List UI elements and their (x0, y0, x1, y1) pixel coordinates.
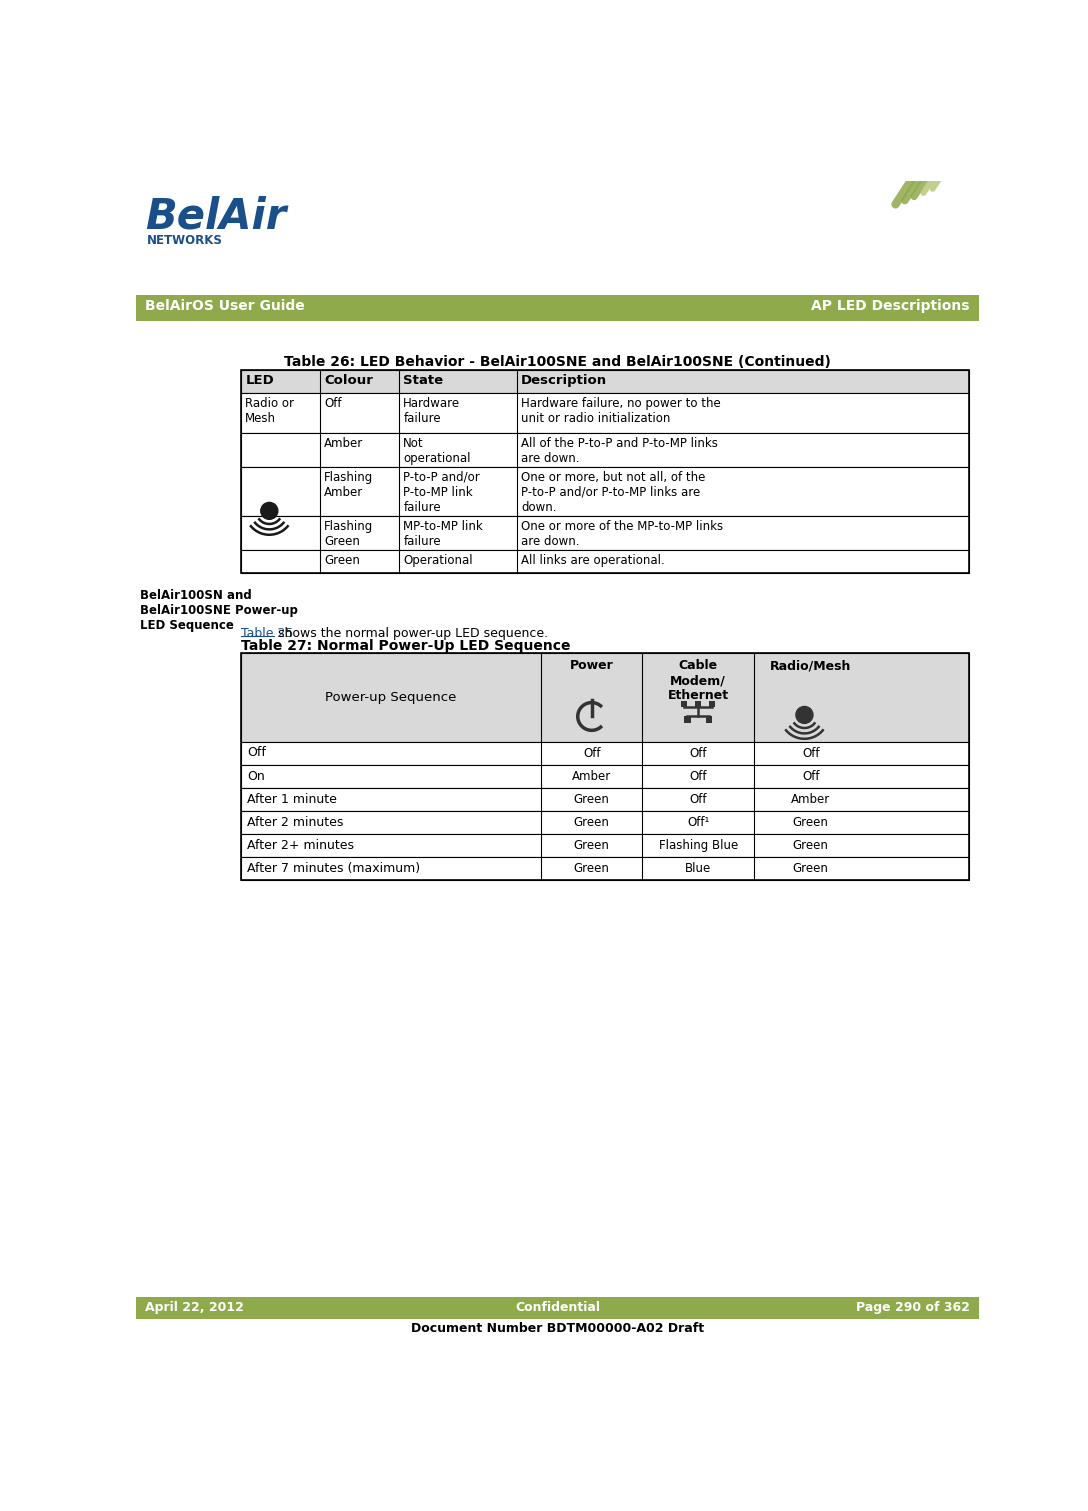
Text: One or more, but not all, of the
P-to-P and/or P-to-MP links are
down.: One or more, but not all, of the P-to-P … (521, 471, 705, 514)
Text: Document Number BDTM00000-A02 Draft: Document Number BDTM00000-A02 Draft (411, 1322, 704, 1334)
Text: Green: Green (573, 839, 609, 852)
Text: Operational: Operational (404, 555, 473, 567)
Text: Flashing
Green: Flashing Green (324, 520, 373, 548)
Text: NETWORKS: NETWORKS (147, 234, 223, 246)
Bar (240, 550, 969, 573)
Bar (240, 517, 969, 550)
Bar (681, 701, 688, 707)
Text: After 2+ minutes: After 2+ minutes (247, 839, 354, 852)
Text: State: State (404, 373, 444, 387)
Text: Flashing Blue: Flashing Blue (658, 839, 738, 852)
Text: Off: Off (690, 746, 707, 760)
Text: Table 26: LED Behavior - BelAir100SNE and BelAir100SNE (Continued): Table 26: LED Behavior - BelAir100SNE an… (284, 355, 831, 369)
Text: BelAir: BelAir (146, 195, 286, 237)
Bar (240, 789, 969, 811)
Bar (240, 434, 969, 467)
Text: Colour: Colour (324, 373, 373, 387)
Text: Off: Off (247, 746, 265, 760)
Text: Green: Green (573, 816, 609, 830)
Text: Green: Green (324, 555, 360, 567)
Bar (240, 742, 969, 765)
Text: Green: Green (793, 839, 829, 852)
Text: Flashing
Amber: Flashing Amber (324, 471, 373, 499)
Bar (240, 811, 969, 834)
Text: Power: Power (570, 659, 614, 672)
Text: Off: Off (802, 746, 819, 760)
Text: Table 27: Normal Power-Up LED Sequence: Table 27: Normal Power-Up LED Sequence (240, 639, 570, 653)
Bar (240, 393, 969, 434)
Text: After 2 minutes: After 2 minutes (247, 816, 343, 830)
Bar (136, 1296, 979, 1319)
Text: April 22, 2012: April 22, 2012 (146, 1301, 244, 1315)
Text: Radio/Mesh: Radio/Mesh (770, 659, 851, 672)
Text: MP-to-MP link
failure: MP-to-MP link failure (404, 520, 483, 548)
Bar (706, 716, 713, 722)
Circle shape (261, 503, 277, 520)
Text: Cable
Modem/
Ethernet: Cable Modem/ Ethernet (668, 659, 729, 703)
Text: One or more of the MP-to-MP links
are down.: One or more of the MP-to-MP links are do… (521, 520, 724, 548)
Text: After 1 minute: After 1 minute (247, 793, 336, 805)
Text: Green: Green (573, 793, 609, 807)
Bar (240, 765, 969, 789)
Text: AP LED Descriptions: AP LED Descriptions (812, 299, 969, 313)
Text: Amber: Amber (572, 771, 611, 783)
Bar (136, 295, 979, 322)
Text: Amber: Amber (324, 437, 363, 450)
Text: LED: LED (245, 373, 274, 387)
Text: Power-up Sequence: Power-up Sequence (325, 691, 457, 704)
Text: shows the normal power-up LED sequence.: shows the normal power-up LED sequence. (274, 627, 548, 641)
Text: Blue: Blue (685, 863, 712, 875)
Text: Description: Description (521, 373, 607, 387)
Text: All of the P-to-P and P-to-MP links
are down.: All of the P-to-P and P-to-MP links are … (521, 437, 718, 465)
Text: Green: Green (793, 863, 829, 875)
Text: BelAir100SN and
BelAir100SNE Power-up
LED Sequence: BelAir100SN and BelAir100SNE Power-up LE… (140, 589, 298, 632)
Bar (240, 370, 969, 573)
Text: Amber: Amber (791, 793, 830, 807)
Text: Green: Green (573, 863, 609, 875)
Text: BelAirOS User Guide: BelAirOS User Guide (146, 299, 305, 313)
Bar (240, 653, 969, 881)
Bar (240, 857, 969, 881)
Bar (709, 701, 715, 707)
Text: Off: Off (583, 746, 601, 760)
Text: P-to-P and/or
P-to-MP link
failure: P-to-P and/or P-to-MP link failure (404, 471, 480, 514)
Text: Off¹: Off¹ (688, 816, 709, 830)
Text: Page 290 of 362: Page 290 of 362 (856, 1301, 969, 1315)
Bar (240, 467, 969, 517)
Text: Radio or
Mesh: Radio or Mesh (245, 397, 294, 425)
Text: Table 25: Table 25 (240, 627, 293, 641)
Text: Off: Off (690, 771, 707, 783)
Bar (695, 701, 702, 707)
Text: Not
operational: Not operational (404, 437, 471, 465)
Bar (240, 653, 969, 742)
Text: Off: Off (690, 793, 707, 807)
Text: After 7 minutes (maximum): After 7 minutes (maximum) (247, 861, 420, 875)
Circle shape (796, 707, 813, 724)
Text: On: On (247, 769, 264, 783)
Text: Hardware
failure: Hardware failure (404, 397, 460, 425)
Text: Off: Off (324, 397, 342, 409)
Text: Hardware failure, no power to the
unit or radio initialization: Hardware failure, no power to the unit o… (521, 397, 721, 425)
Bar (240, 370, 969, 393)
Bar (684, 716, 691, 722)
Bar (240, 834, 969, 857)
Text: Green: Green (793, 816, 829, 830)
Text: Off: Off (802, 771, 819, 783)
Text: All links are operational.: All links are operational. (521, 555, 665, 567)
Text: Confidential: Confidential (515, 1301, 601, 1315)
